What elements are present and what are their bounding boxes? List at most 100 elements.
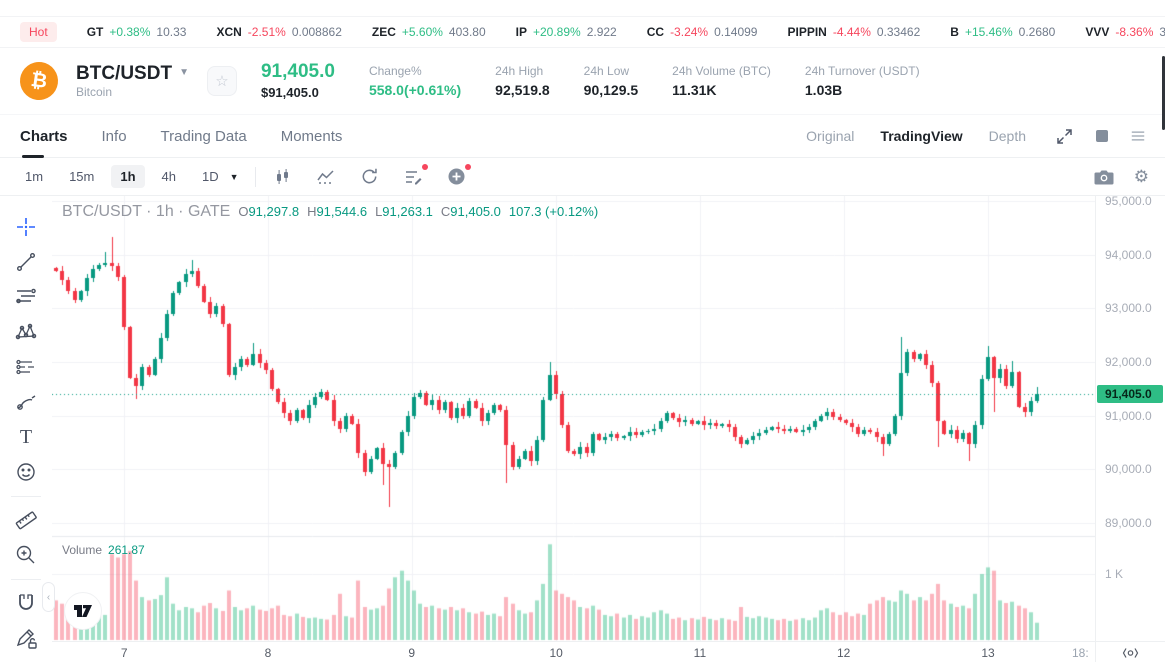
view-mode-original[interactable]: Original xyxy=(806,128,855,144)
menu-icon[interactable] xyxy=(1131,129,1145,143)
candle-style-icon[interactable] xyxy=(272,167,292,187)
xabcd-pattern-icon[interactable] xyxy=(9,315,43,349)
price-tick-label: 95,000.0 xyxy=(1105,194,1152,208)
candlestick-chart[interactable]: BTC/USDT · 1h · GATE O91,297.8 H91,544.6… xyxy=(52,196,1095,641)
ticker-item[interactable]: PIPPIN -4.44% 0.33462 xyxy=(787,25,920,39)
toolbar-divider xyxy=(11,579,41,580)
time-tick-label: 12 xyxy=(836,646,851,660)
tab-trading-data[interactable]: Trading Data xyxy=(160,127,247,145)
ticker-change: +20.89% xyxy=(532,25,581,39)
tab-moments[interactable]: Moments xyxy=(280,127,343,145)
interval-1m[interactable]: 1m xyxy=(25,169,44,184)
price-tick-label: 90,000.0 xyxy=(1105,462,1152,477)
view-mode-tradingview[interactable]: TradingView xyxy=(880,128,963,144)
coin-name: Bitcoin xyxy=(76,85,113,100)
interval-more-caret-icon[interactable]: ▼ xyxy=(229,171,239,182)
time-tick-label: 10 xyxy=(549,646,563,660)
brush-icon[interactable] xyxy=(9,385,43,419)
refresh-icon[interactable] xyxy=(360,167,379,186)
pair-symbol[interactable]: BTC/USDT xyxy=(76,62,173,84)
time-tick-label: 8 xyxy=(264,646,272,660)
stat-label: 24h High xyxy=(495,63,544,78)
ticker-symbol: ZEC xyxy=(371,25,396,39)
ticker-change: -4.44% xyxy=(832,25,871,39)
chart-canvas[interactable] xyxy=(52,196,1095,641)
fib-retracement-icon[interactable] xyxy=(9,280,43,314)
ticker-bar: Hot GT +0.38% 10.33 XCN -2.51% 0.008862 ZEC +5.… xyxy=(0,16,1165,48)
ticker-item[interactable]: IP +20.89% 2.922 xyxy=(516,25,617,39)
ticker-symbol: VVV xyxy=(1085,25,1110,39)
notification-dot xyxy=(464,164,471,170)
ticker-item[interactable]: B +15.46% 0.2680 xyxy=(950,25,1055,39)
favorite-star-button[interactable]: ☆ xyxy=(206,66,237,96)
tabs-row: Charts Info Trading Data Moments Original Tr… xyxy=(0,114,1165,158)
ticker-item[interactable]: GT +0.38% 10.33 xyxy=(87,25,187,39)
price-axis[interactable]: 95,000.0 94,000.0 93,000.0 92,000.0 91,000.0… xyxy=(1095,194,1165,641)
ticker-item[interactable]: XCN -2.51% 0.008862 xyxy=(216,25,341,39)
legend-title[interactable]: BTC/USDT · 1h · GATE xyxy=(62,203,231,220)
trendline-icon[interactable] xyxy=(9,245,43,279)
time-axis[interactable]: 7 8 9 10 11 12 13 18: xyxy=(52,641,1095,662)
legend-open: 91,297.8 xyxy=(248,204,300,219)
add-circle-icon[interactable] xyxy=(447,164,471,186)
bitcoin-logo: ₿ xyxy=(17,59,61,103)
interval-1D[interactable]: 1D xyxy=(202,169,219,184)
stat-value: 11.31K xyxy=(672,81,717,98)
emoji-icon[interactable] xyxy=(9,455,43,489)
toolbar-divider xyxy=(254,166,256,187)
stat-item: 24h Low 90,129.5 xyxy=(584,62,639,101)
stat-label: Change% xyxy=(368,63,422,78)
ticker-change: +0.38% xyxy=(109,25,151,39)
text-icon[interactable]: T xyxy=(19,425,33,448)
stat-item: 24h Volume (BTC) 11.31K xyxy=(672,62,771,101)
magnet-icon[interactable] xyxy=(9,586,43,620)
axis-settings-corner[interactable] xyxy=(1095,641,1165,662)
ticker-item[interactable]: ZEC +5.60% 403.80 xyxy=(372,25,486,39)
symbol-block[interactable]: BTC/USDT ▼ Bitcoin xyxy=(76,62,189,101)
page-scrollbar[interactable] xyxy=(1162,56,1165,130)
order-list-icon[interactable] xyxy=(403,163,428,187)
ticker-price: 0.2680 xyxy=(1018,25,1056,39)
ticker-price: 403.80 xyxy=(448,25,486,39)
price-tick-label: 89,000.0 xyxy=(1105,516,1152,531)
camera-icon[interactable] xyxy=(1094,168,1114,186)
chevron-down-icon[interactable]: ▼ xyxy=(179,67,189,79)
interval-15m[interactable]: 15m xyxy=(69,169,95,184)
ticker-change: +5.60% xyxy=(401,25,443,39)
time-tick-label: 7 xyxy=(120,646,128,660)
hot-badge[interactable]: Hot xyxy=(20,22,57,42)
ticker-symbol: IP xyxy=(515,25,527,39)
ticker-item[interactable]: CC -3.24% 0.14099 xyxy=(647,25,758,39)
time-tick-label: 11 xyxy=(693,646,707,660)
fullscreen-icon[interactable] xyxy=(1056,128,1073,145)
forecast-icon[interactable] xyxy=(9,350,43,384)
ticker-symbol: CC xyxy=(646,25,665,39)
legend-low: 91,263.1 xyxy=(382,204,433,219)
settings-gear-icon[interactable]: ⚙ xyxy=(1133,166,1149,186)
draw-lock-icon[interactable] xyxy=(9,621,43,655)
ticker-symbol: XCN xyxy=(216,25,242,39)
ruler-icon[interactable] xyxy=(9,503,43,537)
panel-view-icon[interactable] xyxy=(1095,129,1109,143)
ticker-price: 0.33462 xyxy=(876,25,921,39)
indicators-icon[interactable] xyxy=(316,167,336,187)
interval-4h[interactable]: 4h xyxy=(161,169,176,184)
stats-row: Change% 558.0(+0.61%) 24h High 92,519.8 24h … xyxy=(369,62,920,101)
zoom-in-icon[interactable] xyxy=(9,538,43,572)
stat-item: 24h High 92,519.8 xyxy=(495,62,550,101)
toolbar-collapse-handle[interactable]: ‹ xyxy=(42,582,55,612)
tradingview-logo[interactable] xyxy=(64,592,102,630)
usd-price: $91,405.0 xyxy=(260,84,319,100)
tab-charts[interactable]: Charts xyxy=(20,127,68,158)
crosshair-icon[interactable] xyxy=(9,210,43,244)
last-price: 91,405.0 xyxy=(260,61,335,83)
view-mode-depth[interactable]: Depth xyxy=(988,128,1026,144)
interval-buttons: 1m 15m 1h 4h 1D xyxy=(16,165,228,188)
tab-info[interactable]: Info xyxy=(101,127,127,145)
ticker-change: -8.36% xyxy=(1115,25,1154,39)
time-tick-label: 13 xyxy=(981,646,995,660)
stat-item: 24h Turnover (USDT) 1.03B xyxy=(805,62,920,101)
stat-value: 90,129.5 xyxy=(583,81,639,98)
ticker-item[interactable]: VVV -8.36% 3.0297 xyxy=(1085,25,1165,39)
interval-1h[interactable]: 1h xyxy=(111,165,145,188)
